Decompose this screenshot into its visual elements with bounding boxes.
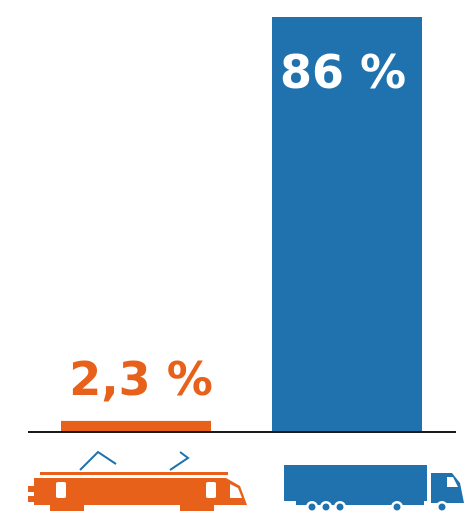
bar-truck <box>272 17 422 432</box>
bar-train <box>61 420 211 432</box>
value-label-train: 2,3 % <box>69 352 213 406</box>
bars-group <box>61 17 422 432</box>
value-label-truck: 86 % <box>280 45 406 99</box>
truck-icon <box>284 465 464 513</box>
locomotive-icon <box>28 450 247 511</box>
